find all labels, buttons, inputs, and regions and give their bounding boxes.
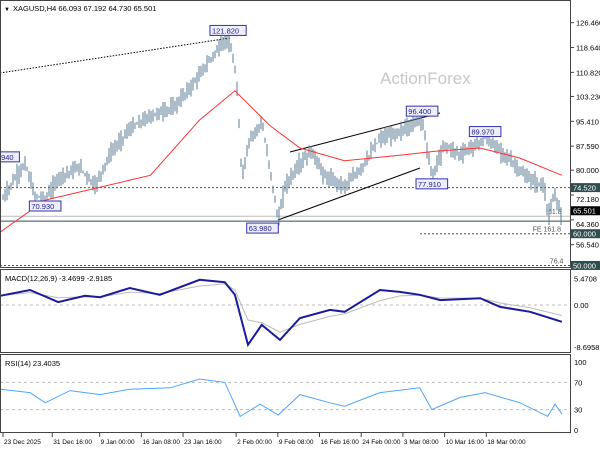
header-triangle-icon[interactable]: ▼ bbox=[4, 7, 10, 13]
rsi-tick-label: 0 bbox=[574, 426, 578, 435]
time-tick-label: 31 Dec 16:00 bbox=[53, 439, 92, 446]
time-tick-label: 23 Jan 16:00 bbox=[184, 439, 222, 446]
swing-label-box bbox=[415, 178, 449, 190]
price-tick-label: 56.540 bbox=[576, 241, 599, 250]
time-tick-label: 16 Feb 16:00 bbox=[321, 439, 360, 446]
time-tick-label: 23 Dec 2025 bbox=[4, 439, 41, 446]
swing-label: 121.820 bbox=[212, 26, 239, 35]
time-tick-label: 3 Mar 08:00 bbox=[404, 439, 439, 446]
swing-label-box bbox=[209, 24, 247, 36]
macd-tick-label: 0.00 bbox=[574, 301, 589, 310]
price-tick-label: 72.180 bbox=[576, 195, 599, 204]
rsi-pane[interactable] bbox=[0, 378, 570, 418]
main-price-pane[interactable]: FE 161.8 76.4 61.8 .940 70.930 121.820 63.980 9… bbox=[0, 24, 570, 266]
price-tick-label: 87.590 bbox=[576, 142, 599, 151]
time-tick-label: 9 Jan 00:00 bbox=[101, 439, 135, 446]
level-price-box bbox=[571, 183, 600, 193]
swing-label-box bbox=[405, 105, 439, 117]
price-tick-label: 95.410 bbox=[576, 117, 599, 126]
macd-main-line bbox=[0, 278, 563, 348]
moving-average-line bbox=[0, 90, 563, 233]
time-tick-label: 9 Feb 08:00 bbox=[279, 439, 314, 446]
rsi-pane-frame bbox=[0, 354, 571, 433]
time-tick-label: 24 Feb 00:00 bbox=[362, 439, 401, 446]
macd-pane-frame bbox=[0, 269, 571, 353]
swing-label: 63.980 bbox=[249, 224, 272, 233]
level-price-label: 65.501 bbox=[573, 207, 596, 216]
rsi-tick-label: 70 bbox=[574, 378, 582, 387]
swing-label: 77.910 bbox=[418, 180, 441, 189]
level-price-label: 74.520 bbox=[573, 184, 596, 193]
macd-tick-label: 5.4708 bbox=[574, 274, 597, 283]
rsi-tick-label: 30 bbox=[574, 406, 582, 415]
level-price-label: 50.000 bbox=[573, 261, 596, 270]
swing-label: 89.970 bbox=[471, 128, 494, 137]
swing-label-box bbox=[246, 222, 279, 234]
level-price-box bbox=[571, 229, 600, 239]
swing-label-box bbox=[468, 126, 502, 138]
rsi-title: RSI(14) 23.4035 bbox=[5, 359, 60, 368]
swing-label-box bbox=[28, 200, 62, 212]
macd-pane[interactable] bbox=[0, 278, 570, 348]
symbol-info: XAGUSD,H4 66.093 67.192 64.730 65.501 bbox=[13, 4, 156, 13]
macd-title: MACD(12,26,9) -3.4699 -2.9185 bbox=[5, 274, 112, 283]
main-pane-frame bbox=[0, 0, 571, 268]
time-tick-label: 10 Mar 16:00 bbox=[446, 439, 485, 446]
price-tick-label: 80.000 bbox=[576, 166, 599, 175]
fib-label: 76.4 bbox=[550, 258, 564, 265]
swing-label: 70.930 bbox=[31, 202, 54, 211]
price-tick-label: 64.360 bbox=[576, 220, 599, 229]
channel-lower-line bbox=[277, 167, 421, 221]
fib-label: FE 161.8 bbox=[533, 227, 562, 234]
macd-tick-label: -8.6958 bbox=[574, 343, 599, 352]
rsi-line bbox=[0, 378, 563, 418]
time-tick-label: 2 Feb 00:00 bbox=[237, 439, 272, 446]
time-tick-label: 16 Jan 08:00 bbox=[142, 439, 180, 446]
swing-label: .940 bbox=[0, 153, 14, 162]
watermark: ActionForex bbox=[380, 69, 471, 88]
price-tick-label: 126.460 bbox=[576, 19, 600, 28]
rsi-tick-label: 100 bbox=[574, 358, 587, 367]
swing-label: 96.400 bbox=[408, 107, 431, 116]
price-tick-label: 103.230 bbox=[576, 92, 600, 101]
swing-label-box bbox=[0, 151, 20, 163]
price-tick-label: 110.820 bbox=[576, 68, 600, 77]
level-price-box bbox=[571, 206, 600, 216]
level-price-box bbox=[571, 260, 600, 270]
fib-label: 61.8 bbox=[548, 209, 562, 216]
level-price-label: 60.000 bbox=[573, 230, 596, 239]
price-tick-label: 118.640 bbox=[576, 44, 600, 53]
time-tick-label: 18 Mar 00:00 bbox=[487, 439, 526, 446]
